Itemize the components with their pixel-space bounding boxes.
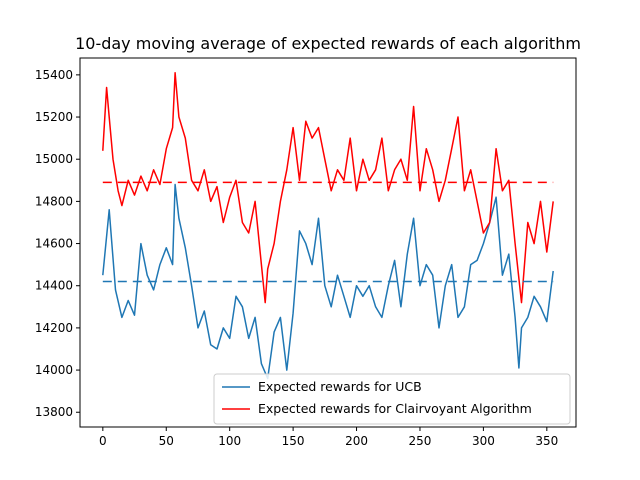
y-tick-label: 15200 [35,110,73,124]
legend: Expected rewards for UCB Expected rewards… [213,373,571,425]
y-tick-label: 14600 [35,237,73,251]
plot-area [79,57,577,428]
x-tick-label: 350 [535,434,558,448]
x-tick-label: 0 [99,434,107,448]
y-tick-label: 15400 [35,68,73,82]
y-tick-label: 13800 [35,405,73,419]
y-tick-label: 14800 [35,194,73,208]
series-line-1 [102,72,554,304]
x-tick-label: 150 [282,434,305,448]
y-tick-label: 14000 [35,363,73,377]
x-tick-label: 100 [218,434,241,448]
legend-box [213,373,571,425]
legend-label: Expected rewards for UCB [258,379,422,394]
legend-label: Expected rewards for Clairvoyant Algorit… [258,401,532,416]
y-tick-label: 14400 [35,279,73,293]
x-tick-label: 300 [472,434,495,448]
x-tick-label: 50 [159,434,174,448]
x-tick-label: 200 [345,434,368,448]
y-tick-label: 15000 [35,152,73,166]
y-tick-label: 14200 [35,321,73,335]
chart-title: 10-day moving average of expected reward… [75,34,581,53]
series-line-0 [102,183,554,380]
x-tick-label: 250 [409,434,432,448]
